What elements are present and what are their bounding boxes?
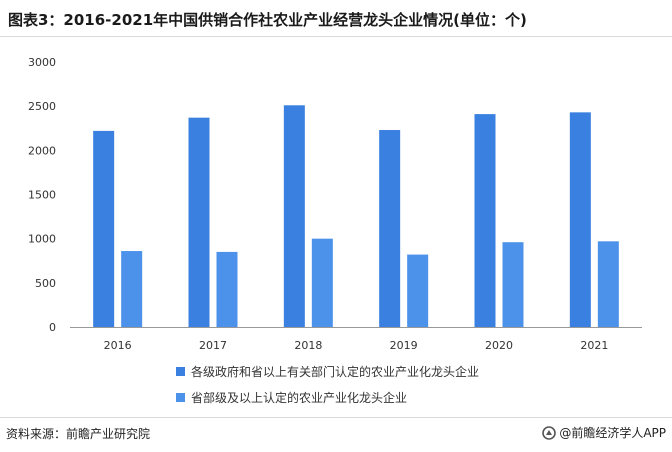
legend-swatch-series-b <box>176 393 185 402</box>
bar-series-a <box>93 130 115 327</box>
x-tick-label: 2017 <box>199 339 227 352</box>
legend-item-series-a: 各级政府和省以上有关部门认定的农业产业化龙头企业 <box>176 363 479 380</box>
x-tick-label: 2020 <box>485 339 513 352</box>
brand-label: @前瞻经济学人APP <box>559 426 666 440</box>
x-tick-label: 2016 <box>104 339 132 352</box>
bar-series-b <box>502 242 524 327</box>
y-tick-label: 3000 <box>28 56 56 69</box>
y-tick-label: 0 <box>49 321 56 334</box>
y-tick-label: 2000 <box>28 144 56 157</box>
brand-mark: @前瞻经济学人APP <box>542 424 666 441</box>
legend-label-series-b: 省部级及以上认定的农业产业化龙头企业 <box>191 391 408 405</box>
bar-series-b <box>597 241 619 327</box>
source-note: 资料来源：前瞻产业研究院 <box>6 427 151 441</box>
qianzhan-logo-icon <box>542 425 557 440</box>
bar-series-a <box>379 130 401 327</box>
y-tick-label: 1000 <box>28 233 56 246</box>
bar-series-b <box>121 251 143 327</box>
footer-divider <box>0 417 672 418</box>
bar-series-b <box>407 254 429 327</box>
legend-swatch-series-a <box>176 367 185 376</box>
chart-title: 图表3：2016-2021年中国供销合作社农业产业经营龙头企业情况(单位：个) <box>8 11 527 29</box>
bar-chart: 0 500 1000 1500 2000 2500 3000 2016 2017 2018 2019… <box>28 56 642 352</box>
bar-series-b <box>311 238 333 327</box>
bar-series-a <box>188 117 210 328</box>
x-tick-label: 2019 <box>390 339 418 352</box>
y-tick-label: 1500 <box>28 189 56 202</box>
x-tick-label: 2018 <box>294 339 322 352</box>
bar-series-a <box>283 105 305 328</box>
bar-series-a <box>569 112 591 327</box>
bar-series-b <box>216 251 238 327</box>
legend-label-series-a: 各级政府和省以上有关部门认定的农业产业化龙头企业 <box>191 365 480 379</box>
y-tick-label: 500 <box>35 277 56 290</box>
y-tick-label: 2500 <box>28 100 56 113</box>
bar-series-a <box>474 114 496 327</box>
legend-item-series-b: 省部级及以上认定的农业产业化龙头企业 <box>176 389 407 406</box>
x-tick-label: 2021 <box>580 339 608 352</box>
title-divider <box>0 36 672 37</box>
